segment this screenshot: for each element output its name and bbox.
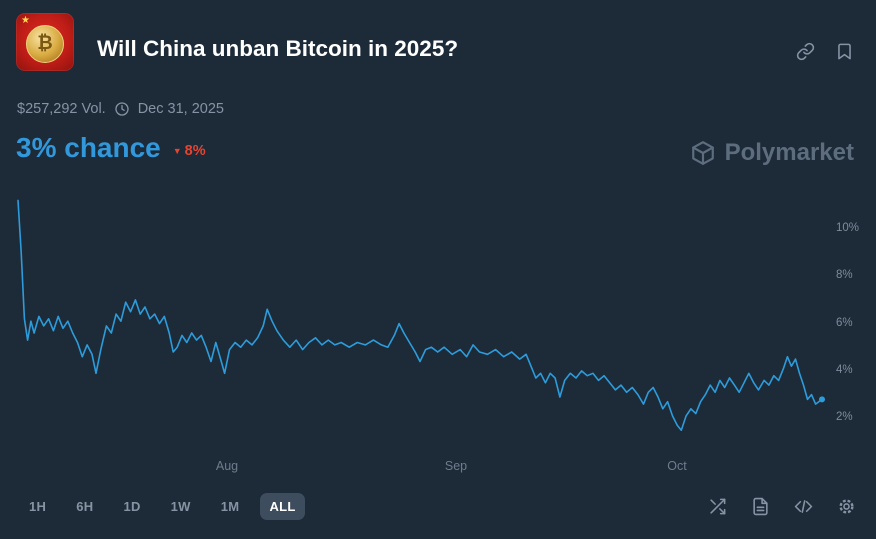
compare-button[interactable] [708, 497, 727, 516]
x-axis-label: Sep [444, 459, 468, 473]
x-axis-label: Oct [667, 459, 687, 473]
chance-row: 3% chance ▼ 8% [16, 134, 206, 162]
bitcoin-symbol: ₿ [37, 33, 53, 55]
copy-link-button[interactable] [796, 42, 815, 61]
timeframe-1m[interactable]: 1M [212, 493, 249, 520]
chance-change-badge: ▼ 8% [173, 143, 206, 162]
timeframe-1d[interactable]: 1D [114, 493, 149, 520]
link-icon [796, 42, 815, 61]
header-actions [796, 42, 854, 61]
chart-toolbar [708, 497, 856, 516]
document-icon [753, 497, 768, 516]
y-axis-label: 10% [836, 222, 860, 234]
bookmark-button[interactable] [835, 42, 854, 61]
timeframe-6h[interactable]: 6H [67, 493, 102, 520]
polymarket-wordmark: Polymarket [724, 139, 854, 166]
y-axis-label: 6% [836, 317, 853, 329]
code-icon [794, 500, 813, 513]
market-avatar: ★ ₿ [16, 13, 74, 71]
down-arrow-icon: ▼ [172, 146, 182, 156]
y-axis-label: 4% [836, 364, 853, 376]
last-price-dot [819, 396, 825, 403]
timeframe-1h[interactable]: 1H [20, 493, 55, 520]
settings-button[interactable] [837, 497, 856, 516]
timeframe-1w[interactable]: 1W [162, 493, 200, 520]
polymarket-logo-icon [691, 141, 714, 165]
price-line-chart [17, 199, 825, 431]
timeframe-selector: 1H 6H 1D 1W 1M ALL [20, 493, 305, 520]
clock-icon [115, 102, 129, 116]
chance-value: 3% chance [16, 132, 161, 163]
market-meta-row: $257,292 Vol. Dec 31, 2025 [17, 101, 224, 117]
bookmark-icon [838, 43, 851, 60]
volume-label: $257,292 Vol. [17, 101, 106, 117]
chance-change-value: 8% [184, 143, 206, 159]
bitcoin-coin-icon: ₿ [26, 25, 64, 64]
y-axis-label: 2% [836, 411, 853, 423]
market-title: Will China unban Bitcoin in 2025? [97, 36, 459, 61]
news-button[interactable] [751, 497, 770, 516]
price-chart[interactable]: 10% 8% 6% 4% 2% Aug Sep Oct [0, 190, 876, 490]
timeframe-all[interactable]: ALL [260, 493, 305, 520]
price-line-path [17, 199, 823, 431]
x-axis-label: Aug [215, 459, 239, 473]
embed-button[interactable] [794, 497, 813, 516]
end-date-label: Dec 31, 2025 [137, 101, 224, 117]
polymarket-watermark: Polymarket [690, 139, 854, 167]
shuffle-icon [710, 498, 726, 515]
y-axis-label: 8% [836, 269, 853, 281]
gear-icon [839, 499, 854, 514]
china-flag-stars-icon: ★ [21, 15, 31, 26]
